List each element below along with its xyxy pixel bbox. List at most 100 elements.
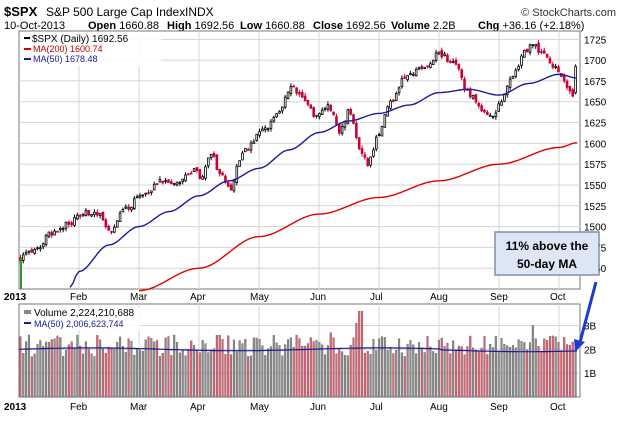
volume-bar — [511, 345, 514, 398]
x-label-volume-Sep: Sep — [490, 402, 508, 413]
volume-bar — [417, 342, 421, 398]
candle-body — [574, 65, 577, 94]
candle-body — [451, 61, 455, 63]
candle-body — [477, 102, 481, 107]
volume-bar — [275, 342, 278, 398]
volume-bar — [392, 353, 395, 398]
candle-body — [278, 111, 281, 114]
volume-bar — [113, 349, 116, 398]
candle-body — [84, 210, 88, 216]
candle-body — [511, 76, 515, 80]
watermark: © StockCharts.com — [521, 7, 616, 19]
candle-body — [81, 213, 85, 216]
candle-body — [528, 44, 532, 53]
price-tick-label-1625: 1625 — [584, 119, 607, 130]
candle-body — [400, 78, 404, 88]
volume-bar — [167, 336, 170, 398]
volume-bar — [101, 348, 105, 398]
candle-body — [315, 114, 318, 117]
candle-body — [298, 91, 301, 95]
candle-body — [443, 53, 446, 57]
volume-bar — [503, 343, 506, 398]
volume-bar — [429, 346, 432, 398]
candle-body — [272, 116, 276, 122]
volume-bar — [412, 344, 415, 398]
volume-bar — [195, 350, 198, 398]
volume-bar — [210, 349, 213, 398]
annotation-arrow — [577, 281, 598, 347]
candle-body — [189, 172, 193, 175]
volume-bar — [33, 353, 36, 398]
candle-body — [497, 103, 500, 112]
candle-body — [352, 114, 355, 124]
volume-bar — [110, 348, 113, 398]
candle-body — [303, 95, 307, 102]
candle-body — [158, 179, 162, 183]
candle-body — [372, 149, 375, 157]
volume-bar — [363, 352, 366, 398]
volume-bar — [463, 354, 466, 398]
candle-body — [392, 99, 395, 102]
candle-body — [70, 222, 73, 226]
candle-body — [224, 175, 227, 183]
volume-bar — [440, 337, 443, 398]
volume-bar — [27, 334, 31, 398]
candle-body — [141, 194, 145, 197]
x-label-price-Oct: Oct — [550, 292, 566, 303]
candle-body — [343, 121, 347, 128]
candle-body — [540, 51, 543, 53]
volume-bar — [491, 347, 495, 398]
candle-body — [266, 128, 270, 131]
volume-bar — [121, 346, 124, 398]
candle-body — [138, 195, 142, 198]
volume-bar — [99, 339, 102, 398]
volume-bar — [261, 345, 264, 398]
volume-bar — [324, 354, 327, 398]
candle-body — [178, 182, 182, 185]
volume-bar — [318, 342, 321, 398]
volume-bar — [130, 340, 133, 398]
candle-body — [118, 212, 122, 222]
price-tick-label-1500: 1500 — [584, 223, 607, 234]
volume-bar — [568, 344, 571, 398]
volume-bar — [332, 337, 335, 398]
candle-body — [212, 153, 216, 157]
candle-body — [426, 65, 429, 68]
quote-volume: Volume 2.2B — [391, 20, 456, 32]
candle-body — [289, 86, 293, 94]
volume-bar — [483, 335, 486, 398]
volume-bar — [343, 355, 347, 398]
volume-bar — [153, 341, 156, 398]
volume-bar — [76, 334, 79, 398]
x-label-price-May: May — [250, 292, 269, 303]
candle-body — [104, 219, 108, 228]
quote-change: Chg +36.16 (+2.18%) — [478, 20, 584, 32]
volume-bar — [141, 350, 144, 398]
x-label-price-2013: 2013 — [4, 292, 27, 303]
volume-bar — [264, 355, 267, 398]
volume-bar — [241, 343, 244, 398]
volume-bar — [79, 346, 82, 398]
volume-bar — [181, 349, 184, 398]
candle-body — [397, 87, 401, 94]
volume-bar — [292, 347, 295, 398]
volume-bar — [528, 342, 532, 398]
volume-bar — [39, 340, 42, 398]
volume-bar — [437, 339, 440, 398]
volume-bar — [443, 346, 446, 398]
quote-high: High 1692.56 — [167, 20, 234, 32]
x-label-volume-Feb: Feb — [70, 402, 88, 413]
candle-body — [53, 230, 56, 236]
candle-body — [523, 49, 526, 58]
volume-bar — [506, 345, 509, 398]
x-label-price-Sep: Sep — [490, 292, 508, 303]
candle-body — [275, 113, 278, 118]
candle-body — [147, 192, 150, 194]
candle-body — [414, 68, 418, 77]
candle-body — [346, 109, 350, 124]
volume-bar — [247, 356, 250, 398]
volume-bar — [104, 353, 107, 398]
volume-bar — [230, 354, 233, 398]
candle-body — [90, 213, 93, 217]
